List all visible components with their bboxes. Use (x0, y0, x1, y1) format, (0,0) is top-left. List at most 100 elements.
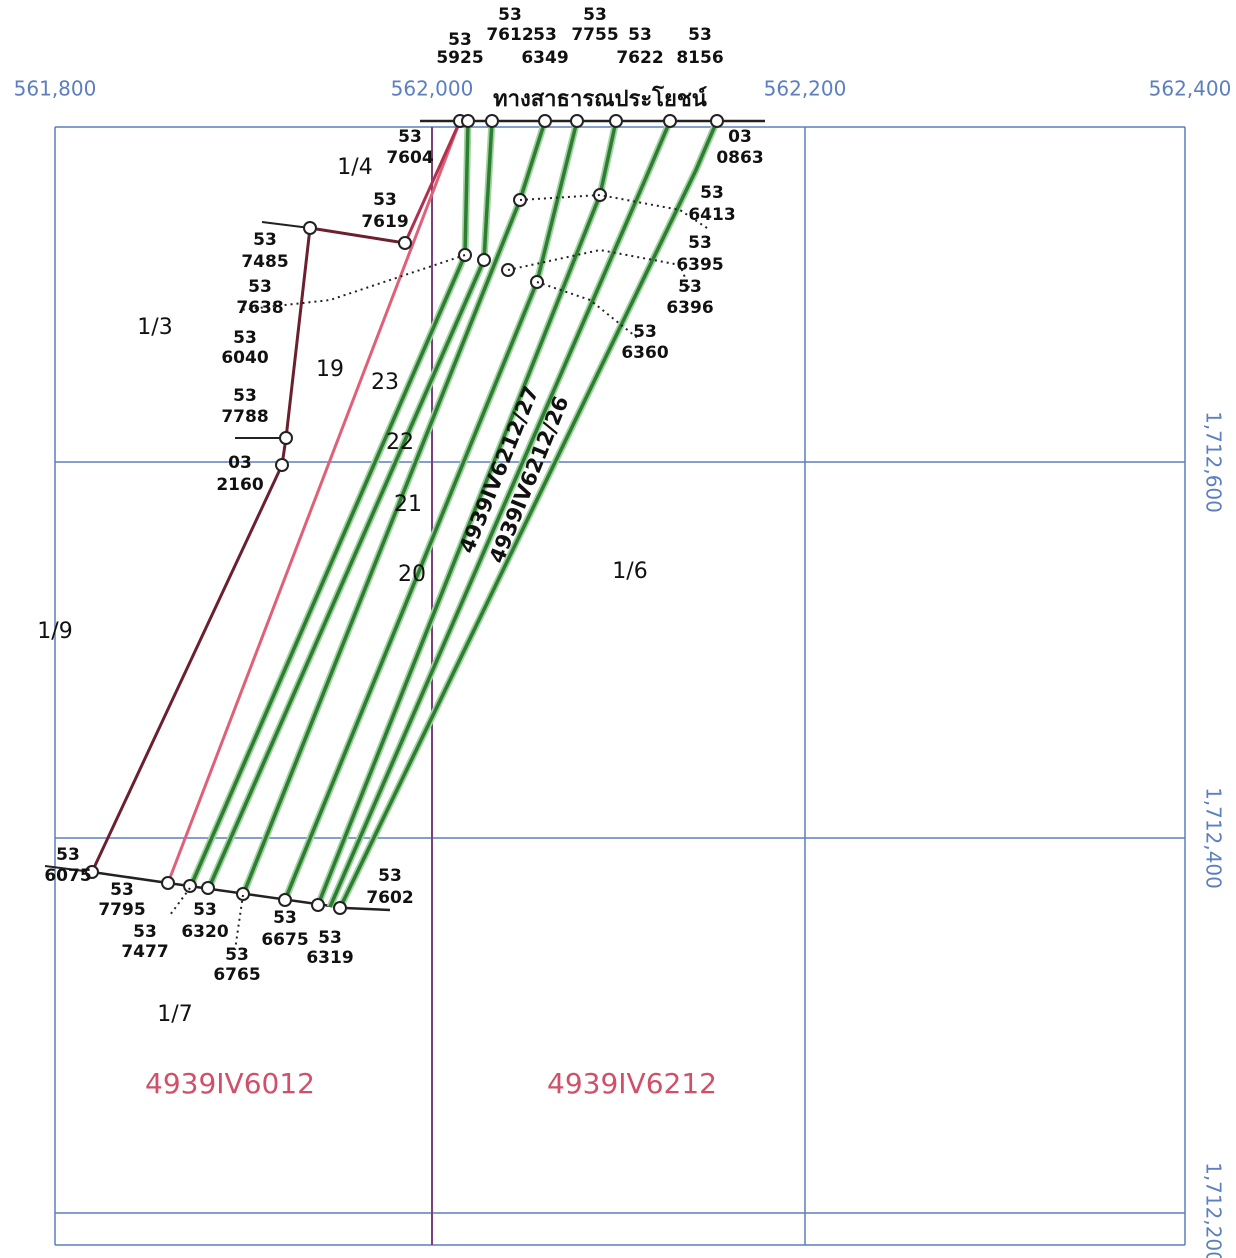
marker-prefix: 53 (688, 233, 712, 253)
marker-prefix: 53 (193, 900, 217, 920)
grid (54, 126, 1186, 1246)
marker-number: 5925 (436, 48, 483, 68)
boundary-marker (609, 114, 623, 128)
boundary-marker (570, 114, 584, 128)
marker-prefix: 53 (110, 880, 134, 900)
marker-prefix: 53 (533, 25, 557, 45)
marker-prefix: 53 (378, 866, 402, 886)
strip-edge (338, 120, 719, 909)
marker-number: 7612 (486, 25, 533, 45)
marker-prefix: 53 (633, 322, 657, 342)
strip-number: 22 (386, 430, 414, 455)
marker-number: 6320 (181, 922, 228, 942)
strip-edge (328, 120, 672, 908)
marker-number: 6675 (261, 930, 308, 950)
parcel-label: 1/7 (157, 1002, 192, 1027)
strip-number: 20 (398, 562, 426, 587)
marker-prefix: 53 (133, 922, 157, 942)
boundary-marker (538, 114, 552, 128)
boundary-marker (236, 887, 250, 901)
marker-number: 7485 (241, 252, 288, 272)
boundary-marker (161, 876, 175, 890)
parcel-label: 1/3 (137, 315, 172, 340)
boundary-marker (201, 881, 215, 895)
marker-number: 7602 (366, 888, 413, 908)
marker-number: 7755 (571, 25, 618, 45)
marker-number: 7788 (221, 407, 268, 427)
boundary-marker (279, 431, 293, 445)
marker-number: 7477 (121, 942, 168, 962)
marker-number: 6396 (666, 298, 713, 318)
marker-prefix: 53 (448, 30, 472, 50)
grid-y-label: 1,712,200 (1202, 1162, 1226, 1258)
marker-prefix: 53 (398, 127, 422, 147)
marker-prefix: 03 (228, 453, 252, 473)
marker-number: 7619 (361, 212, 408, 232)
marker-number: 7638 (236, 298, 283, 318)
parcel-label: 1/9 (37, 619, 72, 644)
grid-y-label: 1,712,600 (1202, 411, 1226, 513)
marker-prefix: 53 (498, 5, 522, 25)
marker-number: 8156 (676, 48, 723, 68)
marker-prefix: 53 (273, 908, 297, 928)
marker-number: 7604 (386, 148, 433, 168)
marker-prefix: 03 (728, 127, 752, 147)
marker-prefix: 53 (583, 5, 607, 25)
boundary-marker (477, 253, 491, 267)
strip-edge (186, 120, 472, 890)
marker-number: 7622 (616, 48, 663, 68)
boundary-marker (303, 221, 317, 235)
marker-number: 6413 (688, 205, 735, 225)
marker-number: 6360 (621, 343, 668, 363)
sheet-label: 4939IV6012 (145, 1067, 315, 1100)
labels: 561,800 562,000 562,200 562,400 1,712,600 1,7… (14, 5, 1232, 1258)
marker-prefix: 53 (56, 845, 80, 865)
marker-prefix: 53 (233, 386, 257, 406)
boundary-marker (663, 114, 677, 128)
boundary-marker (593, 188, 607, 202)
marker-prefix: 53 (628, 25, 652, 45)
marker-number: 7795 (98, 900, 145, 920)
boundary-marker (461, 114, 475, 128)
marker-prefix: 53 (248, 277, 272, 297)
sheet-label: 4939IV6212 (547, 1067, 717, 1100)
marker-number: 2160 (216, 475, 263, 495)
marker-number: 6765 (213, 965, 260, 985)
marker-prefix: 53 (700, 183, 724, 203)
boundary-marker (485, 114, 499, 128)
boundary-marker (398, 236, 412, 250)
boundary-marker (85, 865, 99, 879)
strip-number: 21 (394, 492, 422, 517)
boundary-marker (311, 898, 325, 912)
marker-number: 0863 (716, 148, 763, 168)
parcel-label: 1/4 (337, 155, 372, 180)
marker-prefix: 53 (373, 190, 397, 210)
marker-number: 6319 (306, 948, 353, 968)
marker-prefix: 53 (253, 230, 277, 250)
marker-prefix: 53 (318, 928, 342, 948)
boundary-marker (275, 458, 289, 472)
grid-x-label: 561,800 (14, 77, 97, 101)
strip-number: 19 (316, 357, 344, 382)
road-label: ทางสาธารณประโยชน์ (493, 85, 707, 112)
parcel-label: 1/6 (612, 559, 647, 584)
marker-number: 6075 (44, 866, 91, 886)
parcel-lines (44, 114, 765, 951)
grid-x-label: 562,000 (391, 77, 474, 101)
grid-x-label: 562,400 (1149, 77, 1232, 101)
grid-x-label: 562,200 (764, 77, 847, 101)
marker-number: 6040 (221, 348, 268, 368)
marker-number: 6395 (676, 255, 723, 275)
boundary-marker (333, 901, 347, 915)
marker-prefix: 53 (678, 277, 702, 297)
marker-prefix: 53 (225, 945, 249, 965)
marker-prefix: 53 (233, 328, 257, 348)
strip-edge (188, 120, 470, 889)
marker-number: 6349 (521, 48, 568, 68)
boundary-marker (183, 879, 197, 893)
grid-y-label: 1,712,400 (1202, 787, 1226, 889)
boundary-marker (710, 114, 724, 128)
boundary-marker (278, 893, 292, 907)
marker-prefix: 53 (688, 25, 712, 45)
